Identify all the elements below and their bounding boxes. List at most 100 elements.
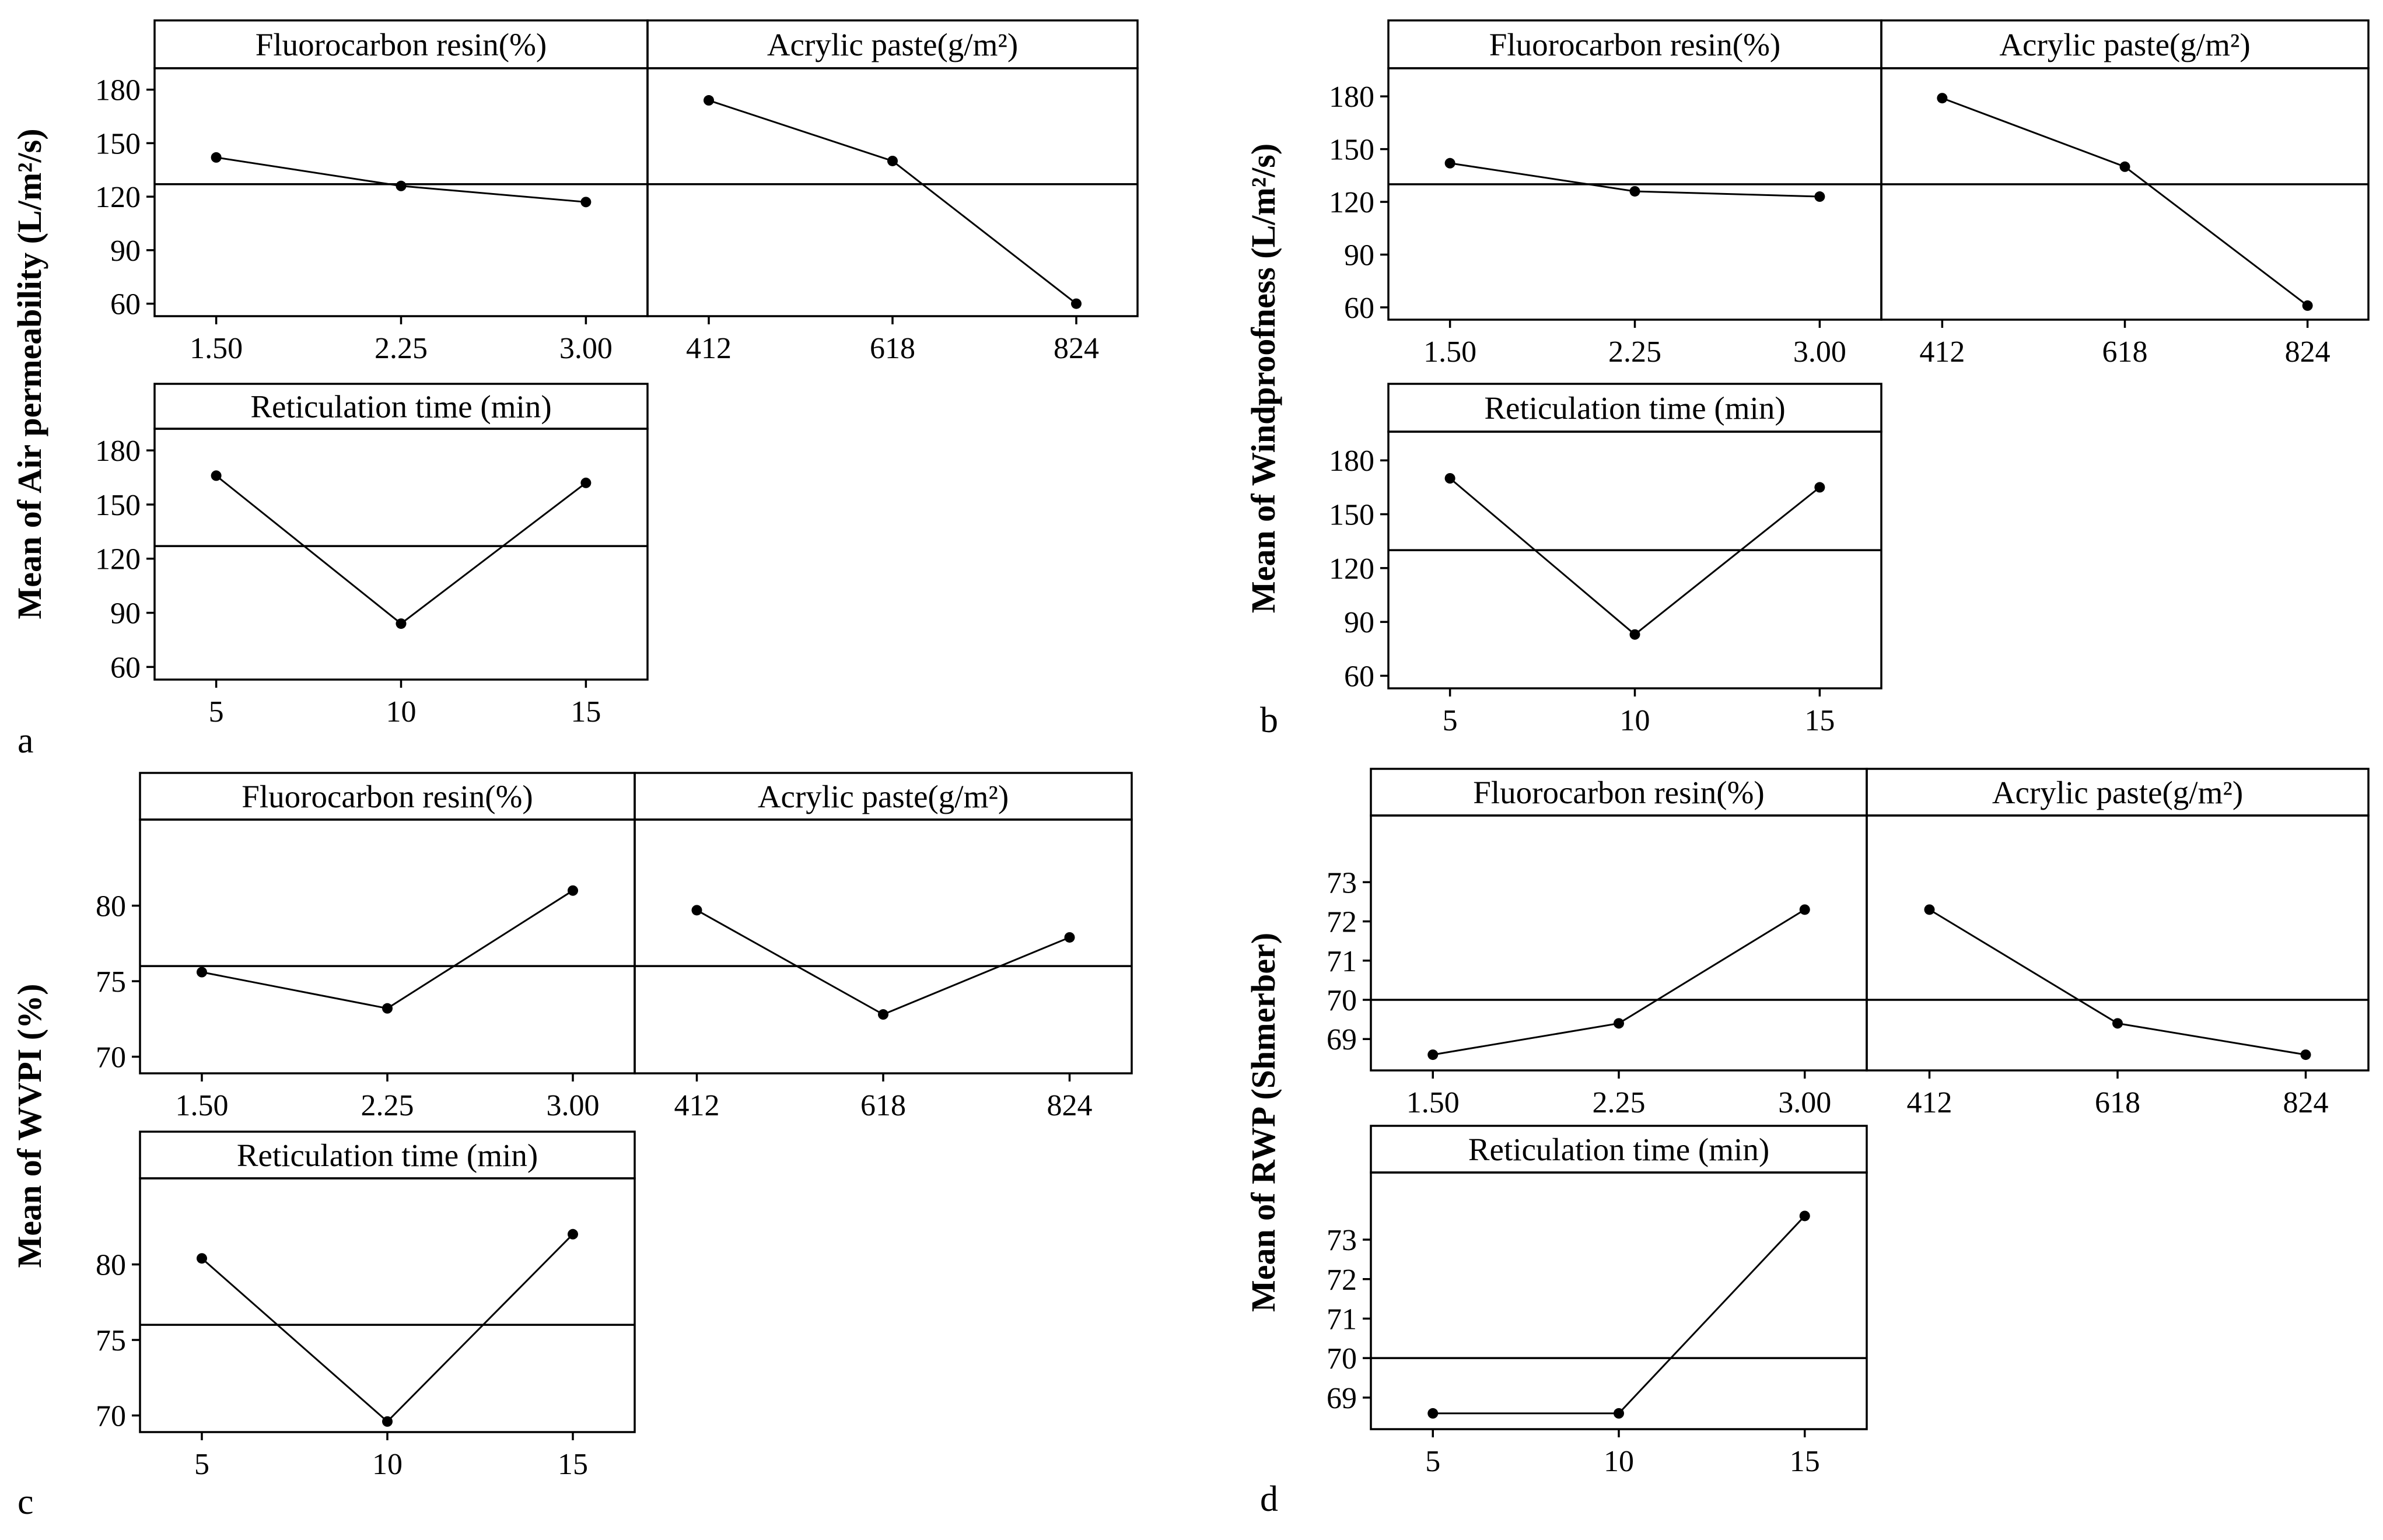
x-tick-label: 5 <box>209 695 224 729</box>
y-tick-label: 150 <box>1329 134 1374 167</box>
data-point <box>382 1416 393 1427</box>
subplot-d-1: Fluorocarbon resin(%) 69 70 71 72 73 1.50 2.25 3… <box>1327 768 1868 1119</box>
series-line <box>708 99 1077 304</box>
panel-c: Fluorocarbon resin(%) 70 75 80 1.50 2.25 3.00 A… <box>11 772 1133 1522</box>
data-point <box>211 152 222 163</box>
y-tick-label: 75 <box>96 965 126 999</box>
panel-letter: d <box>1260 1479 1278 1519</box>
x-tick-label: 15 <box>1804 704 1835 737</box>
factor-title: Fluorocarbon resin(%) <box>1473 775 1764 810</box>
y-tick-label: 150 <box>95 127 141 160</box>
y-tick-label: 90 <box>1344 239 1374 272</box>
data-point <box>2112 1018 2123 1029</box>
y-tick-label: 80 <box>96 1249 126 1282</box>
series-line <box>1449 477 1821 636</box>
x-tick-label: 10 <box>1604 1445 1634 1478</box>
x-tick-label: 618 <box>860 1089 906 1122</box>
panel-letter: b <box>1260 701 1278 740</box>
data-point <box>1799 904 1810 915</box>
subplot-b-1: Fluorocarbon resin(%) 60 90 120 150 180 1.50 2.… <box>1329 19 1882 369</box>
data-point <box>1614 1408 1624 1419</box>
x-tick-label: 3.00 <box>559 332 613 365</box>
data-point <box>1427 1049 1439 1060</box>
series-line <box>1433 1215 1805 1415</box>
x-tick-label: 10 <box>1620 704 1650 737</box>
factor-title: Reticulation time (min) <box>237 1138 538 1173</box>
data-point <box>1924 904 1935 915</box>
subplot-a-2: Acrylic paste(g/m²) 412 618 824 <box>646 19 1139 365</box>
x-tick-label: 824 <box>2285 335 2330 369</box>
x-tick-label: 2.25 <box>1608 335 1661 369</box>
x-tick-label: 15 <box>1790 1445 1820 1478</box>
series-line <box>1433 909 1805 1056</box>
data-point <box>382 1003 393 1014</box>
y-tick-label: 70 <box>1327 1342 1357 1376</box>
subplot-a-1: Fluorocarbon resin(%) 60 90 120 150 180 1.50 2.… <box>95 19 649 365</box>
data-point <box>1629 629 1640 640</box>
plot-frame <box>139 1177 636 1433</box>
x-tick-label: 1.50 <box>176 1089 229 1122</box>
subplot-c-2: Acrylic paste(g/m²) 412 618 824 <box>634 772 1133 1122</box>
y-tick-label: 73 <box>1327 866 1357 900</box>
x-tick-label: 824 <box>2283 1086 2329 1119</box>
y-tick-label: 150 <box>95 489 141 522</box>
plot-frame <box>153 428 649 681</box>
x-tick-label: 2.25 <box>1593 1086 1646 1119</box>
x-tick-label: 1.50 <box>1406 1086 1460 1119</box>
y-tick-label: 70 <box>1327 984 1357 1017</box>
panel-letter: a <box>18 721 34 761</box>
data-point <box>1444 473 1455 484</box>
y-tick-label: 180 <box>95 74 141 107</box>
subplot-c-3: Reticulation time (min) 70 75 80 5 10 15 <box>96 1130 636 1481</box>
subplot-b-3: Reticulation time (min) 60 90 120 150 180 5 10 1… <box>1329 383 1882 737</box>
data-point <box>1814 482 1825 493</box>
y-axis-label: Mean of RWP (Shmerber) <box>1244 933 1282 1312</box>
data-point <box>568 1228 578 1240</box>
data-point <box>1629 186 1640 197</box>
x-tick-label: 618 <box>2095 1086 2140 1119</box>
data-point <box>1427 1408 1439 1419</box>
data-point <box>2119 161 2130 172</box>
y-tick-label: 60 <box>1344 292 1374 325</box>
y-tick-label: 70 <box>96 1041 126 1074</box>
factor-title: Fluorocarbon resin(%) <box>256 27 547 62</box>
subplot-b-2: Acrylic paste(g/m²) 412 618 824 <box>1880 19 2370 369</box>
y-tick-label: 60 <box>110 651 141 684</box>
factor-title: Fluorocarbon resin(%) <box>242 779 533 814</box>
y-axis-label: Mean of WVPI (%) <box>11 984 48 1268</box>
y-tick-label: 72 <box>1327 906 1357 939</box>
y-tick-label: 120 <box>95 543 141 576</box>
factor-title: Reticulation time (min) <box>1484 390 1785 426</box>
y-tick-label: 73 <box>1327 1224 1357 1257</box>
factor-title: Acrylic paste(g/m²) <box>767 27 1018 62</box>
data-point <box>1937 93 1948 104</box>
x-tick-label: 3.00 <box>547 1089 600 1122</box>
data-point <box>568 885 578 896</box>
plot-frame <box>1866 814 2370 1072</box>
y-axis-label: Mean of Air permeability (L/m²/s) <box>11 128 48 619</box>
y-axis-label: Mean of Windproofness (L/m²/s) <box>1244 144 1282 613</box>
data-point <box>887 155 898 166</box>
y-tick-label: 90 <box>110 597 141 631</box>
data-point <box>1799 1210 1810 1222</box>
subplot-d-2: Acrylic paste(g/m²) 412 618 824 <box>1866 768 2370 1119</box>
data-point <box>1064 932 1075 943</box>
y-tick-label: 180 <box>95 435 141 468</box>
plot-frame <box>1370 1171 1868 1430</box>
y-tick-label: 120 <box>95 181 141 214</box>
x-tick-label: 412 <box>674 1089 720 1122</box>
y-tick-label: 120 <box>1329 552 1374 586</box>
series-line <box>216 156 586 203</box>
x-tick-label: 412 <box>1919 335 1965 369</box>
data-point <box>396 618 407 629</box>
plot-frame <box>634 818 1133 1074</box>
plot-frame <box>1387 430 1882 690</box>
factor-title: Acrylic paste(g/m²) <box>1999 27 2250 62</box>
data-point <box>704 95 714 106</box>
series-line <box>215 475 587 625</box>
factor-title: Acrylic paste(g/m²) <box>1992 775 2243 810</box>
x-tick-label: 5 <box>1443 704 1458 737</box>
factor-title: Reticulation time (min) <box>250 389 551 425</box>
y-tick-label: 71 <box>1327 945 1357 978</box>
x-tick-label: 15 <box>571 695 601 729</box>
